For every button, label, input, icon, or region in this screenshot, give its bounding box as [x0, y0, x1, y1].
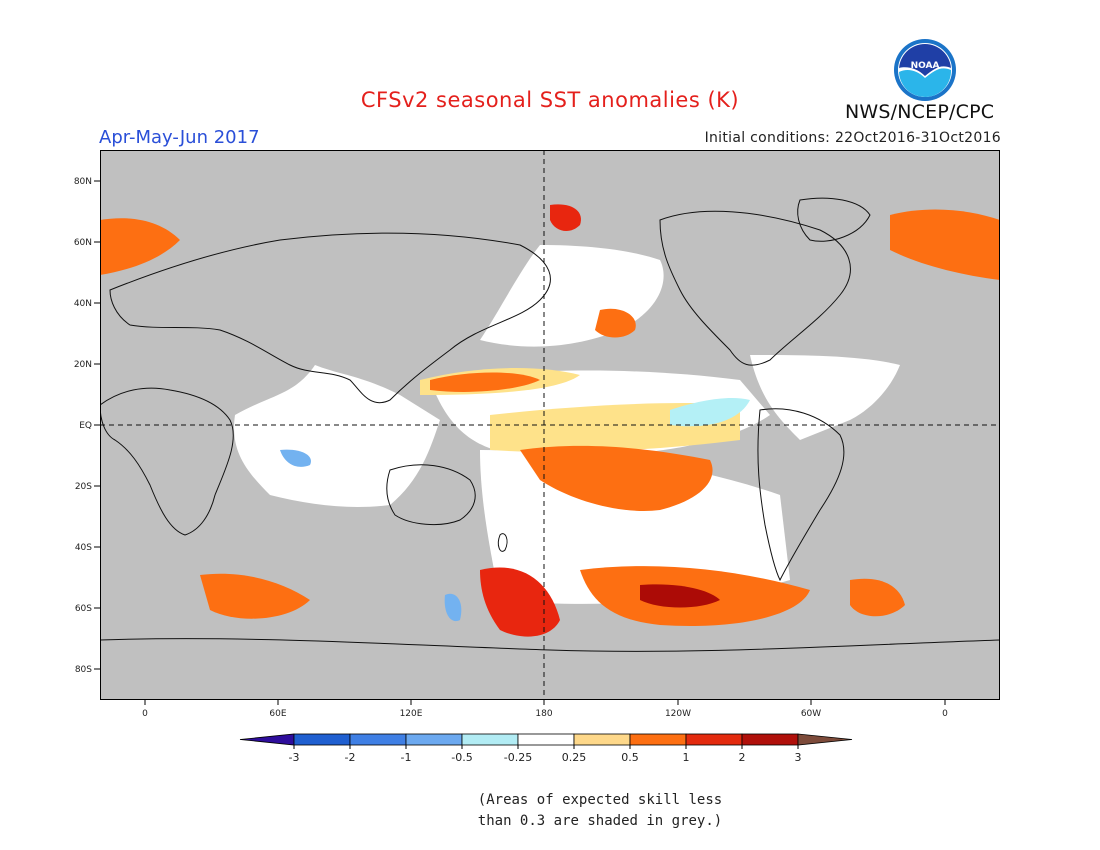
legend-swatch: [405, 733, 463, 746]
legend-label: 3: [795, 751, 802, 764]
legend-swatch: [685, 733, 743, 746]
lat-label-80n: 80N: [74, 177, 92, 187]
legend-swatch: [461, 733, 519, 746]
logo-text: NOAA: [911, 61, 940, 71]
atlantic-neutral: [750, 355, 900, 440]
lon-label-0-east: 0: [942, 709, 948, 719]
ocean-shading: [100, 204, 1000, 637]
lon-label-180: 180: [535, 709, 552, 719]
skill-note: (Areas of expected skill less than 0.3 a…: [477, 792, 723, 829]
australia-outline: [386, 464, 476, 525]
lon-label-0: 0: [142, 709, 148, 719]
north-atlantic-orange: [890, 209, 1000, 280]
legend-swatch-min: [239, 733, 295, 746]
europe-asia-outline: [109, 232, 551, 403]
antarctica-outline: [100, 638, 1000, 652]
color-legend: -3 -2 -1 -0.5 -0.25 0.25 0.5 1 2 3: [239, 733, 853, 764]
legend-swatches: [239, 733, 853, 746]
lat-ticks: [94, 180, 100, 670]
greenland-outline: [797, 197, 871, 242]
south-america-outline: [757, 408, 845, 582]
nw-pacific-orange: [430, 372, 540, 392]
agency-label: NWS/NCEP/CPC: [845, 101, 995, 123]
legend-swatch: [629, 733, 687, 746]
north-pacific-orange: [595, 308, 636, 338]
sst-anomaly-map: [100, 150, 1000, 700]
africa-outline: [100, 387, 234, 536]
legend-swatch: [741, 733, 799, 746]
legend-label: -3: [289, 751, 300, 764]
atlantic-lightblue: [670, 398, 750, 427]
south-pacific-band-darkred: [640, 584, 720, 608]
legend-label: 1: [683, 751, 690, 764]
legend-swatch: [573, 733, 631, 746]
legend-label: 0.5: [621, 751, 639, 764]
lat-label-eq: EQ: [79, 421, 92, 431]
lat-label-80s: 80S: [75, 665, 92, 675]
legend-swatch: [517, 733, 575, 746]
noaa-logo: NOAA: [893, 38, 957, 102]
legend-label: -0.5: [451, 751, 472, 764]
legend-labels: -3 -2 -1 -0.5 -0.25 0.25 0.5 1 2 3: [289, 745, 802, 764]
legend-swatch: [349, 733, 407, 746]
continent-outlines: [100, 197, 1000, 652]
north-europe-orange: [100, 218, 180, 275]
southern-ocean-red: [480, 567, 560, 637]
lat-label-40n: 40N: [74, 299, 92, 309]
legend-swatch: [293, 733, 351, 746]
tasman-blue: [444, 593, 462, 622]
season-label: Apr-May-Jun 2017: [99, 127, 260, 148]
initial-conditions-label: Initial conditions: 22Oct2016-31Oct2016: [704, 130, 1001, 146]
lon-label-60e: 60E: [269, 709, 286, 719]
lon-axis: 0 60E 120E 180 120W 60W 0: [142, 700, 948, 719]
lon-label-120e: 120E: [400, 709, 423, 719]
north-america-outline: [659, 210, 851, 366]
lat-axis: 80N 60N 40N 20N EQ 20S 40S 60S 80S: [74, 177, 100, 675]
map-frame: [100, 150, 1000, 700]
arctic-red: [550, 204, 581, 232]
lon-ticks: [144, 700, 946, 705]
legend-label: 0.25: [562, 751, 587, 764]
new-zealand-outline: [497, 533, 508, 552]
indian-blue: [280, 449, 311, 467]
south-atlantic-orange: [850, 578, 905, 617]
lat-label-40s: 40S: [75, 543, 92, 553]
legend-label: 2: [739, 751, 746, 764]
chart-title: CFSv2 seasonal SST anomalies (K): [360, 88, 740, 112]
legend-label: -1: [401, 751, 412, 764]
legend-label: -2: [345, 751, 356, 764]
eq-pacific-orange: [520, 445, 713, 511]
lat-label-60s: 60S: [75, 604, 92, 614]
lat-label-20n: 20N: [74, 360, 92, 370]
legend-swatch-max: [797, 733, 853, 746]
legend-label: -0.25: [504, 751, 532, 764]
south-indian-orange: [200, 573, 310, 619]
lat-label-20s: 20S: [75, 482, 92, 492]
lon-label-60w: 60W: [801, 709, 821, 719]
lon-label-120w: 120W: [665, 709, 691, 719]
lat-label-60n: 60N: [74, 238, 92, 248]
